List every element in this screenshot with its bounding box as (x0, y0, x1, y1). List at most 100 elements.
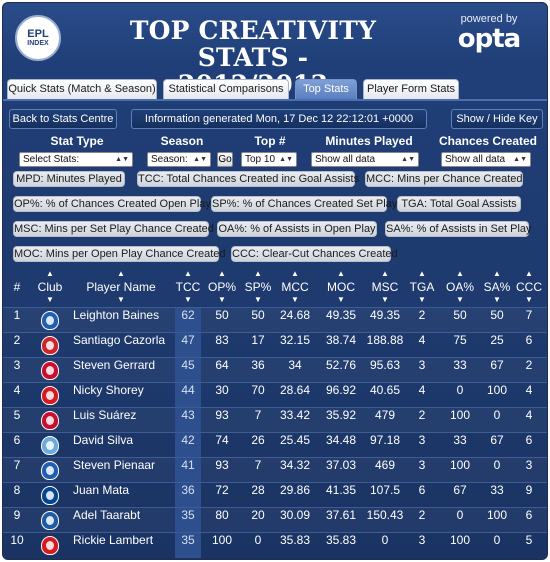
cell-sp: 36 (251, 358, 265, 372)
season-label: Season (160, 134, 204, 148)
column-header-op-pct[interactable]: ▲ OP% ▼ (203, 269, 241, 307)
logo-text-index: INDEX (27, 39, 49, 47)
chances-created-select[interactable]: Show all data ▲▼ (441, 152, 531, 167)
column-header-msc[interactable]: ▲ MSC ▼ (363, 269, 407, 307)
column-header-sa-pct[interactable]: ▲ SA% ▼ (481, 269, 513, 307)
cell-rank: 4 (13, 383, 21, 397)
cell-ccc: 5 (525, 533, 533, 547)
cell-name[interactable]: Juan Mata (73, 483, 130, 497)
column-header-label: Club (37, 280, 63, 294)
cell-moc: 37.61 (325, 508, 357, 522)
table-row[interactable]: 2 Santiago Cazorla 47 83 17 32.15 38.74 188.88 4… (3, 332, 547, 358)
sort-desc-icon: ▼ (117, 295, 125, 304)
cell-mcc: 24.68 (279, 308, 311, 322)
column-header-label: SA% (483, 280, 511, 294)
cell-oa: 50 (453, 308, 467, 322)
cell-name[interactable]: Santiago Cazorla (73, 333, 166, 347)
cell-tga: 6 (418, 483, 426, 497)
cell-name[interactable]: Leighton Baines (73, 308, 160, 322)
table-row[interactable]: 5 Luis Suárez 43 93 7 33.42 35.92 479 2 100 0 4 (3, 407, 547, 433)
club-badge-icon (41, 411, 59, 430)
sort-desc-icon: ▼ (381, 295, 389, 304)
sort-desc-icon: ▼ (525, 295, 533, 304)
cell-sp: 26 (251, 433, 265, 447)
sort-asc-icon: ▲ (46, 269, 54, 278)
sort-asc-icon: ▲ (184, 269, 192, 278)
season-select-value: Season: (151, 154, 188, 165)
key-tcc: TCC: Total Chances Created inc Goal Assi… (137, 171, 360, 187)
opta-logo: opta (457, 24, 521, 54)
table-row[interactable]: 9 Adel Taarabt 35 80 20 30.09 37.61 150.43 2 0 100… (3, 507, 547, 533)
cell-rank: 8 (13, 483, 21, 497)
sort-asc-icon: ▲ (291, 269, 299, 278)
season-select[interactable]: Season: ▲▼ (147, 152, 211, 167)
column-header-oa-pct[interactable]: ▲ OA% ▼ (441, 269, 479, 307)
cell-msc: 95.63 (369, 358, 401, 372)
stat-type-select[interactable]: Select Stats: ▲▼ (19, 152, 133, 167)
column-header-mcc[interactable]: ▲ MCC ▼ (275, 269, 315, 307)
cell-tga: 2 (418, 408, 426, 422)
cell-rank: 2 (13, 333, 21, 347)
table-row[interactable]: 6 David Silva 42 74 26 25.45 34.48 97.18 3 33 67 6 (3, 432, 547, 458)
cell-sa: 100 (486, 383, 508, 397)
sort-desc-icon: ▼ (291, 295, 299, 304)
column-header-tga[interactable]: ▲ TGA ▼ (407, 269, 437, 307)
table-row[interactable]: 10 Rickie Lambert 35 100 0 35.83 35.83 0 3 100 0 5 (3, 532, 547, 558)
table-row[interactable]: 1 Leighton Baines 62 50 50 24.68 49.35 49.35 2 50… (3, 307, 547, 333)
cell-name[interactable]: Adel Taarabt (73, 508, 141, 522)
cell-moc: 49.35 (325, 308, 357, 322)
cell-tcc: 43 (175, 408, 201, 433)
tab-statistical-comparisons[interactable]: Statistical Comparisons (163, 79, 289, 99)
cell-oa: 100 (449, 408, 471, 422)
column-header-label: TCC (175, 280, 201, 294)
club-crest-detail (46, 441, 54, 450)
table-row[interactable]: 7 Steven Pienaar 41 93 7 34.32 37.03 469 3 100 0 3 (3, 457, 547, 483)
cell-name[interactable]: Nicky Shorey (73, 383, 144, 397)
table-row[interactable]: 3 Steven Gerrard 45 64 36 34 52.76 95.63 3 33 67 2 (3, 357, 547, 383)
cell-ccc: 9 (525, 483, 533, 497)
cell-sa: 50 (490, 308, 504, 322)
cell-op: 30 (215, 383, 229, 397)
stat-type-label: Stat Type (50, 134, 104, 148)
table-row[interactable]: 8 Juan Mata 36 72 28 29.86 41.35 107.5 6 67 33 9 (3, 482, 547, 508)
cell-mcc: 28.64 (279, 383, 311, 397)
minutes-played-select[interactable]: Show all data ▲▼ (311, 152, 419, 167)
column-header-club[interactable]: ▲ Club ▼ (31, 269, 69, 307)
cell-oa: 75 (453, 333, 467, 347)
show-hide-key-button[interactable]: Show / Hide Key (451, 109, 543, 129)
tab-quick-stats[interactable]: Quick Stats (Match & Season) (7, 79, 157, 99)
season-go-button[interactable]: Go (217, 152, 233, 167)
cell-tga: 3 (418, 533, 426, 547)
column-header-player-name[interactable]: ▲ Player Name ▼ (69, 269, 173, 307)
cell-sp: 7 (254, 458, 262, 472)
sort-asc-icon (3, 269, 31, 279)
cell-msc: 107.5 (369, 483, 401, 497)
cell-op: 83 (215, 333, 229, 347)
column-header-ccc[interactable]: ▲ CCC ▼ (515, 269, 543, 307)
table-row[interactable]: 4 Nicky Shorey 44 30 70 28.64 96.92 40.65 4 0 100 4 (3, 382, 547, 408)
column-header-moc[interactable]: ▲ MOC ▼ (319, 269, 363, 307)
cell-oa: 67 (453, 483, 467, 497)
column-header-label: OA% (445, 280, 474, 294)
cell-oa: 0 (456, 383, 464, 397)
column-header-tcc[interactable]: ▲ TCC ▼ (175, 269, 201, 307)
cell-oa: 100 (449, 458, 471, 472)
cell-op: 93 (215, 458, 229, 472)
club-badge-icon (41, 536, 59, 555)
key-tga: TGA: Total Goal Assists (397, 196, 521, 212)
back-to-stats-centre-button[interactable]: Back to Stats Centre (9, 109, 117, 129)
cell-name[interactable]: Luis Suárez (73, 408, 137, 422)
top-number-select[interactable]: Top 10 ▲▼ (241, 152, 297, 167)
cell-moc: 96.92 (325, 383, 357, 397)
cell-name[interactable]: Steven Gerrard (73, 358, 156, 372)
cell-name[interactable]: Steven Pienaar (73, 458, 156, 472)
cell-name[interactable]: David Silva (73, 433, 134, 447)
tab-player-form-stats[interactable]: Player Form Stats (363, 79, 459, 99)
column-header-sp-pct[interactable]: ▲ SP% ▼ (241, 269, 275, 307)
cell-sa: 67 (490, 433, 504, 447)
tab-top-stats[interactable]: Top Stats (295, 79, 357, 99)
cell-sp: 17 (251, 333, 265, 347)
cell-name[interactable]: Rickie Lambert (73, 533, 154, 547)
club-badge-icon (41, 336, 59, 355)
club-badge-icon (41, 311, 59, 330)
